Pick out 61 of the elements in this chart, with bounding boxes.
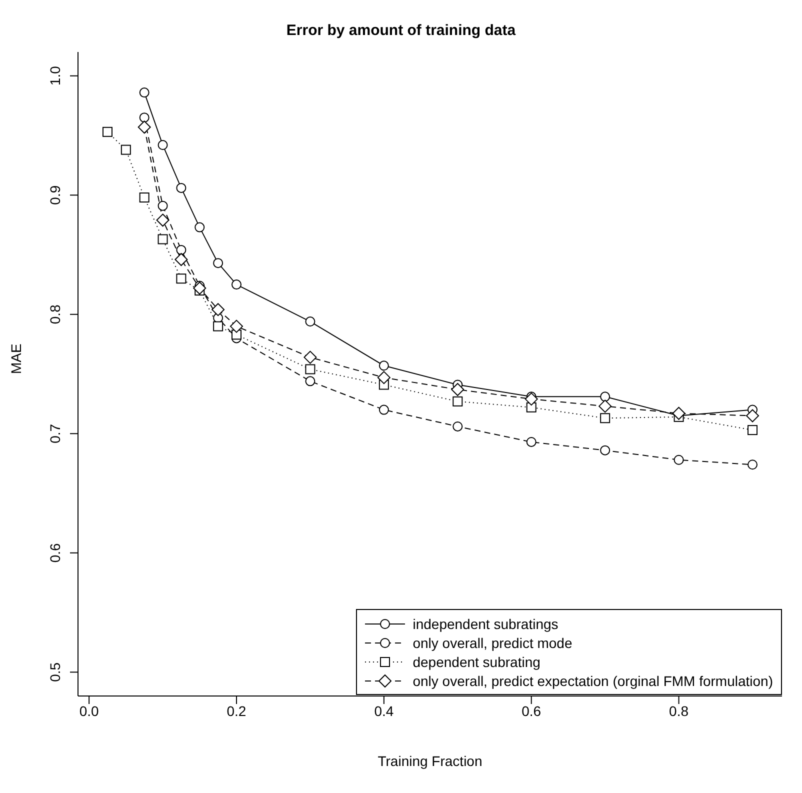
point (158, 140, 168, 150)
point (305, 376, 316, 386)
x-tick-label: 0.0 (79, 702, 99, 719)
x-tick-label: 0.4 (374, 702, 394, 719)
point (748, 425, 758, 436)
y-axis-title: MAE (8, 344, 24, 374)
point (377, 371, 390, 384)
legend-label: only overall, predict mode (412, 634, 572, 650)
x-tick-label: 0.2 (226, 702, 246, 719)
chart-title: Error by amount of training data (285, 22, 517, 41)
point (102, 126, 112, 137)
legend-label: dependent subrating (412, 654, 540, 670)
point (526, 436, 536, 447)
point (746, 409, 760, 422)
point (231, 280, 242, 290)
x-tick-label: 0.8 (669, 702, 689, 719)
point (193, 282, 206, 295)
x-tick-label: 0.6 (522, 702, 542, 719)
point (139, 112, 150, 123)
point (598, 400, 612, 413)
x-axis-title: Training Fraction (378, 753, 482, 769)
point (176, 274, 186, 284)
point (176, 244, 186, 255)
y-tick-label: 0.7 (47, 424, 63, 444)
point (138, 120, 151, 134)
y-tick-label: 0.8 (47, 304, 63, 324)
point (176, 182, 186, 193)
y-tick-label: 0.9 (47, 185, 63, 205)
point (213, 321, 224, 332)
point (158, 234, 168, 244)
point (452, 396, 463, 406)
point (378, 404, 389, 415)
point (524, 392, 538, 406)
point (600, 445, 610, 456)
point (672, 406, 686, 420)
legend-label: only overall, predict expectation (orginal FMM formulation) (412, 672, 773, 688)
point (158, 200, 168, 211)
point (600, 392, 610, 402)
point (600, 413, 610, 424)
point (452, 421, 463, 432)
point (139, 88, 150, 98)
legend-label: independent subratings (412, 616, 558, 632)
point (139, 192, 150, 202)
point (194, 222, 205, 232)
y-tick-label: 1.0 (47, 66, 63, 86)
point (378, 360, 389, 371)
point (451, 383, 464, 396)
point (304, 350, 317, 364)
point (674, 454, 684, 465)
point (305, 316, 316, 327)
y-tick-label: 0.6 (47, 542, 63, 563)
point (174, 253, 188, 266)
point (120, 144, 131, 155)
point (230, 320, 243, 333)
point (156, 214, 170, 227)
point (748, 460, 758, 470)
point (212, 303, 225, 316)
point (305, 364, 316, 374)
point (213, 258, 224, 268)
point (526, 402, 536, 412)
y-tick-label: 0.5 (47, 662, 63, 682)
